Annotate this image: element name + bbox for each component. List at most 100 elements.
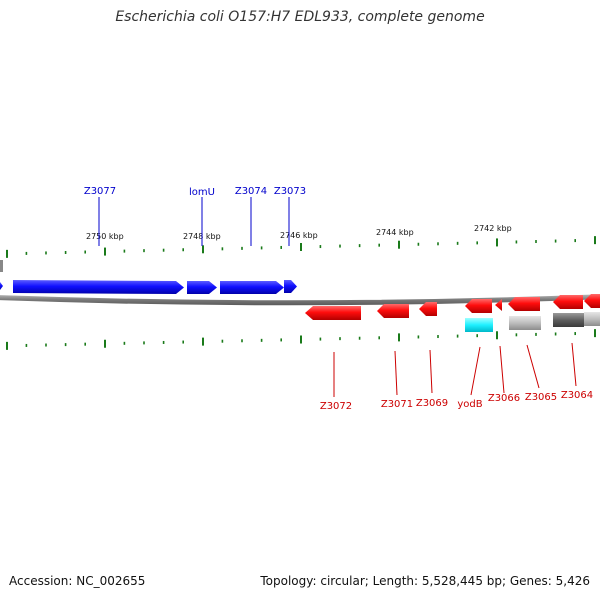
gray-feature[interactable] <box>509 316 541 330</box>
ruler-minor-tick <box>437 242 439 246</box>
ruler-minor-tick <box>260 246 263 250</box>
gene-lomu-arrow[interactable] <box>187 281 217 294</box>
gene-label-z3066[interactable]: Z3066 <box>488 393 520 404</box>
ruler-minor-tick <box>280 338 282 342</box>
ruler-minor-tick <box>574 332 576 336</box>
ruler-minor-tick <box>123 341 126 345</box>
ruler-label: 2742 kbp <box>474 224 512 233</box>
ruler-minor-tick <box>358 244 361 248</box>
gene-z3065-arrow[interactable] <box>508 297 540 311</box>
gene-label-z3072[interactable]: Z3072 <box>320 401 352 412</box>
ruler-minor-tick <box>241 339 243 343</box>
gene-z3066-arrow[interactable] <box>495 299 502 311</box>
ruler-major-tick <box>398 333 400 342</box>
genome-backbone <box>0 294 600 306</box>
ruler-major-tick <box>6 249 8 258</box>
ruler-major-tick <box>496 238 498 247</box>
gene-label-z3069[interactable]: Z3069 <box>416 398 448 409</box>
ruler-minor-tick <box>378 336 380 340</box>
ruler-major-tick <box>202 245 204 254</box>
ruler-minor-tick <box>64 250 67 254</box>
forward-labels: Z3077 lomU Z3074 Z3073 <box>84 186 306 198</box>
ruler-minor-tick <box>515 333 518 337</box>
ruler-minor-tick <box>554 332 557 336</box>
ruler-ticks-bottom <box>6 329 596 350</box>
ruler-minor-tick <box>515 240 518 244</box>
ruler-minor-tick <box>417 242 420 246</box>
forward-leaders <box>98 197 290 246</box>
ruler-minor-tick <box>25 251 28 255</box>
darkgray-feature[interactable] <box>553 313 584 327</box>
gene-yodb-arrow[interactable] <box>465 299 492 313</box>
ruler-major-tick <box>300 243 302 251</box>
ruler-minor-tick <box>554 239 557 243</box>
ruler-minor-tick <box>476 241 478 245</box>
ruler-label: 2750 kbp <box>86 232 124 241</box>
ruler-ticks-top <box>6 236 596 258</box>
gene-label-z3071[interactable]: Z3071 <box>381 399 413 410</box>
ruler-minor-tick <box>456 241 459 245</box>
ruler-major-tick <box>398 240 400 249</box>
ruler-major-tick <box>594 236 596 245</box>
gene-label-z3073[interactable]: Z3073 <box>274 186 306 197</box>
ruler-major-tick <box>202 337 204 346</box>
ruler-minor-tick <box>535 240 537 244</box>
ruler-label: 2744 kbp <box>376 228 414 237</box>
gene-label-lomu[interactable]: lomU <box>189 187 215 198</box>
reverse-leaders <box>333 342 577 397</box>
ruler-minor-tick <box>358 336 361 340</box>
gene-z3072-arrow[interactable] <box>305 306 361 320</box>
other-features <box>465 312 600 332</box>
ruler-minor-tick <box>339 244 341 248</box>
ruler-minor-tick <box>182 340 184 344</box>
accession-text: Accession: NC_002655 <box>9 574 146 588</box>
ruler-minor-tick <box>162 248 165 252</box>
gene-z3074-arrow[interactable] <box>220 281 284 294</box>
ruler-minor-tick <box>417 335 420 339</box>
gene-label-z3064[interactable]: Z3064 <box>561 390 593 401</box>
gene-z3064-arrow[interactable] <box>553 295 583 309</box>
forward-genes <box>0 280 297 294</box>
ruler-minor-tick <box>280 245 282 249</box>
ruler-labels: 2750 kbp 2748 kbp 2746 kbp 2744 kbp 2742… <box>86 224 512 241</box>
gene-label-z3077[interactable]: Z3077 <box>84 186 116 197</box>
map-title: Escherichia coli O157:H7 EDL933, complet… <box>115 9 485 25</box>
gene-z3069-arrow[interactable] <box>419 302 437 316</box>
ruler-minor-tick <box>241 246 243 250</box>
gene-edge-arrow <box>0 282 3 290</box>
ruler-minor-tick <box>319 245 322 249</box>
ruler-minor-tick <box>574 239 576 243</box>
ruler-major-tick <box>6 341 8 350</box>
ruler-minor-tick <box>123 249 126 253</box>
ruler-minor-tick <box>437 335 439 339</box>
backbone-stub <box>0 260 3 272</box>
ruler-minor-tick <box>84 250 86 254</box>
gray-feature-edge[interactable] <box>584 312 600 326</box>
ruler-major-tick <box>300 335 302 344</box>
ruler-minor-tick <box>143 249 145 253</box>
gene-z3073-arrow[interactable] <box>284 280 297 293</box>
ruler-major-tick <box>104 247 106 256</box>
gene-z3077-arrow[interactable] <box>13 280 184 294</box>
reverse-labels: Z3072 Z3071 Z3069 yodB Z3066 Z3065 Z3064 <box>320 390 593 412</box>
gene-label-z3065[interactable]: Z3065 <box>525 392 557 403</box>
cyan-feature[interactable] <box>465 318 493 332</box>
ruler-major-tick <box>104 339 106 348</box>
ruler-major-tick <box>594 329 596 338</box>
ruler-minor-tick <box>456 334 459 338</box>
ruler-minor-tick <box>260 338 263 342</box>
gene-label-z3074[interactable]: Z3074 <box>235 186 267 197</box>
gene-z3071-arrow[interactable] <box>377 304 409 318</box>
ruler-minor-tick <box>64 343 67 347</box>
ruler-minor-tick <box>143 341 145 345</box>
ruler-minor-tick <box>535 332 537 336</box>
ruler-minor-tick <box>339 337 341 341</box>
ruler-minor-tick <box>221 339 224 343</box>
ruler-minor-tick <box>182 248 184 252</box>
gene-label-yodb[interactable]: yodB <box>457 399 482 410</box>
ruler-minor-tick <box>84 342 86 346</box>
ruler-minor-tick <box>45 251 47 255</box>
ruler-minor-tick <box>25 343 28 347</box>
ruler-minor-tick <box>378 243 380 247</box>
